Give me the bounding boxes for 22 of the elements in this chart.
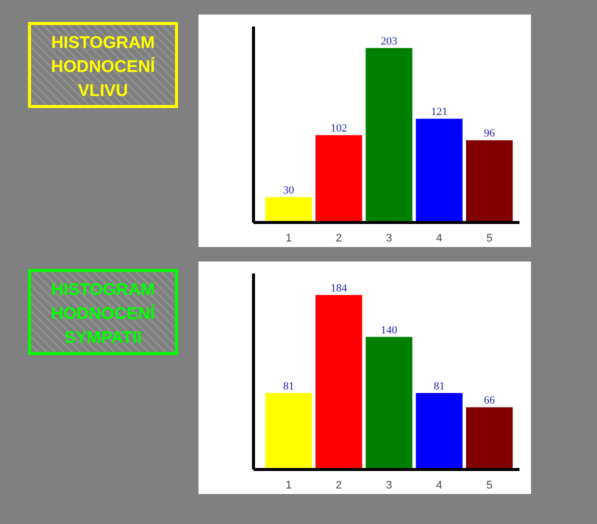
text: HISTOGRAM HODNOCENÍ VLIVU — [51, 32, 155, 102]
x-tick-label: 2 — [336, 232, 342, 244]
data-label: 81 — [283, 380, 294, 392]
x-tick-label: 3 — [386, 232, 392, 244]
data-label: 66 — [484, 394, 496, 407]
data-label: 30 — [283, 184, 295, 197]
data-label: 184 — [330, 282, 348, 294]
x-tick-label: 4 — [436, 232, 442, 244]
data-label: 102 — [330, 122, 348, 135]
x-tick-label: 4 — [436, 480, 442, 492]
data-label: 96 — [484, 128, 496, 140]
x-tick-label: 5 — [486, 232, 492, 244]
x-tick-label: 1 — [286, 480, 292, 492]
data-label: 140 — [380, 324, 398, 336]
x-tick-label: 5 — [486, 480, 492, 492]
data-label: 81 — [434, 380, 445, 392]
text: HISTOGRAM HODNOCENÍ SYMPATII — [51, 279, 155, 349]
x-tick-label: 2 — [336, 480, 342, 492]
data-label: 203 — [380, 36, 398, 48]
x-tick-label: 1 — [286, 232, 292, 244]
data-label: 121 — [430, 106, 448, 118]
x-tick-label: 3 — [386, 480, 392, 492]
